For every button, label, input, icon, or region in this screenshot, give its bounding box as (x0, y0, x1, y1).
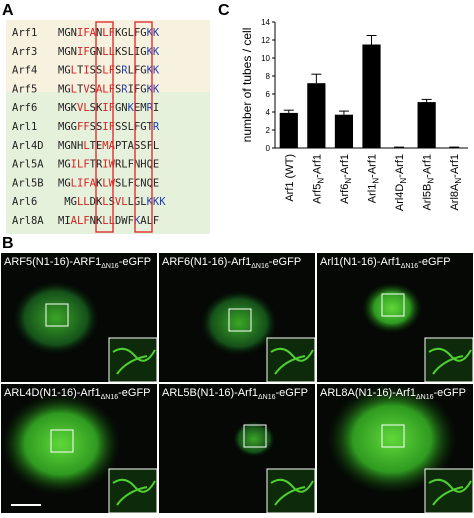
bar (307, 83, 325, 148)
x-tick-label-part: -Arf1 (367, 154, 379, 178)
x-tick-label-part: Arf5 (311, 184, 323, 204)
sequence: MGNIFANLFKGLFGKK (58, 27, 160, 39)
micrograph: Arl1(N1-16)-Arf1ΔN16-eGFP (317, 253, 473, 382)
image-label-part: Arl1(N1-16)-Arf1 (320, 256, 401, 268)
x-tick-label: Arl8AN-Arf1 (449, 154, 463, 211)
bar-chart: 0 2 4 6 8 10 12 14 number of tubes / cell Arf1 (W… (240, 18, 468, 211)
sequence: MGILFTRIWRLFNHQE (58, 159, 159, 171)
image-label-part: ΔN16 (101, 263, 119, 270)
cell (362, 283, 422, 334)
sequence: MGLTVSALFSRIFGKK (58, 83, 160, 95)
protein-name: Arl6 (12, 196, 37, 208)
image-label: ARF5(N1-16)-ARF1ΔN16-eGFP (4, 256, 151, 270)
y-tick-label: 12 (261, 36, 270, 45)
sequence: MGLIFAKLWSLFCNQE (58, 177, 159, 189)
sequence: MGKVLSKIFGNKEMRI (58, 102, 159, 114)
image-label-part: -eGFP (269, 256, 301, 268)
y-tick-label: 6 (266, 90, 271, 99)
x-tick-label: Arf6N-Arf1 (339, 154, 353, 204)
image-label-part: -eGFP (119, 256, 151, 268)
image-label: ARF6(N1-16)-Arf1ΔN16-eGFP (162, 256, 301, 270)
cell (11, 280, 101, 357)
x-tick-label-part: Arl1 (367, 184, 379, 204)
x-tick-label: Arf5N-Arf1 (311, 154, 325, 204)
bar (280, 113, 298, 148)
protein-name: Arl8A (12, 215, 44, 227)
image-label-part: ARL8A(N1-16)-Arf1 (320, 387, 416, 399)
x-tick-label-part: Arl8A (449, 183, 461, 211)
image-label-part: ΔN16 (251, 263, 269, 270)
y-axis-label: number of tubes / cell (240, 28, 254, 143)
protein-name: Arf6 (12, 102, 37, 114)
image-label-part: -eGFP (418, 256, 450, 268)
x-tick-label-part: Arf6 (339, 184, 351, 204)
x-tick-label-part: Arf1 (WT) (284, 154, 296, 202)
micrograph: ARL4D(N1-16)-Arf1ΔN16-eGFP (1, 384, 157, 513)
image-label-part: -eGFP (276, 387, 308, 399)
panel-label: C (218, 2, 230, 19)
image-label-part: ΔN16 (101, 394, 119, 401)
micrograph: ARF6(N1-16)-Arf1ΔN16-eGFP (159, 253, 315, 382)
image-label: ARL5B(N1-16)-Arf1ΔN16-eGFP (162, 387, 308, 401)
protein-name: Arl1 (12, 121, 37, 133)
sequence: MGLTISSLFSRLFGKK (58, 65, 160, 77)
y-tick-label: 2 (266, 126, 271, 135)
micrograph: ARL8A(N1-16)-Arf1ΔN16-eGFP (317, 384, 473, 513)
x-tick-label-part: -Arf1 (422, 154, 434, 178)
sequence: MIALFNKLLDWFKALF (58, 215, 159, 227)
image-label-part: -eGFP (434, 387, 466, 399)
image-label: Arl1(N1-16)-Arf1ΔN16-eGFP (320, 256, 451, 270)
y-tick-label: 0 (266, 144, 271, 153)
x-tick-label-part: -Arf1 (449, 154, 461, 178)
x-tick-label-part: -Arf1 (394, 154, 406, 178)
bar (335, 115, 353, 148)
y-tick-label: 10 (261, 54, 270, 63)
x-tick-label: Arl1N-Arf1 (367, 154, 381, 203)
protein-name: Arf3 (12, 46, 37, 58)
protein-name: Arl5B (12, 177, 44, 189)
x-tick-label-part: -Arf1 (311, 154, 323, 178)
sequence: MGNIFGNLLKSLIGKK (58, 46, 160, 58)
bar (362, 45, 380, 149)
image-label-part: ΔN16 (258, 394, 276, 401)
x-tick-label: Arf1 (WT) (284, 154, 296, 202)
x-tick-label-part: -Arf1 (339, 154, 351, 178)
image-label: ARL8A(N1-16)-Arf1ΔN16-eGFP (320, 387, 466, 401)
x-tick-label-part: Arl5B (422, 184, 434, 211)
sequence: MGNHLTEMAPTASSFL (58, 140, 159, 152)
image-label-part: ΔN16 (401, 263, 419, 270)
image-label-part: ΔN16 (416, 394, 434, 401)
sequence: MGGFFSSIFSSLFGTR (58, 121, 160, 133)
image-label-part: ARF5(N1-16)-ARF1 (4, 256, 101, 268)
x-tick-label: Arl4DN-Arf1 (394, 154, 408, 211)
panel-label: A (2, 2, 14, 19)
bar (418, 102, 436, 148)
y-tick-label: 8 (266, 72, 271, 81)
image-label-part: ARL4D(N1-16)-Arf1 (4, 387, 101, 399)
panel-label: B (2, 235, 14, 252)
protein-name: Arf4 (12, 65, 37, 77)
protein-name: Arf5 (12, 83, 37, 95)
protein-name: Arl5A (12, 159, 44, 171)
sequence: MGLLDKLSVLLGLKKK (64, 196, 166, 208)
y-tick-label: 14 (261, 18, 270, 27)
micrograph: ARL5B(N1-16)-Arf1ΔN16-eGFP (159, 384, 315, 513)
alignment: Arf1 MGNIFANLFKGLFGKK Arf3 MGNIFGNLLKSLIGKK… (12, 27, 166, 227)
image-label-part: -eGFP (118, 387, 150, 399)
cell (1, 393, 121, 495)
cell (232, 420, 276, 457)
image-label-part: ARF6(N1-16)-Arf1 (162, 256, 251, 268)
image-label: ARL4D(N1-16)-Arf1ΔN16-eGFP (4, 387, 151, 401)
y-tick-label: 4 (266, 108, 271, 117)
x-tick-label-part: Arl4D (394, 184, 406, 212)
protein-name: Arl4D (12, 140, 44, 152)
image-label-part: ARL5B(N1-16)-Arf1 (162, 387, 258, 399)
protein-name: Arf1 (12, 27, 37, 39)
x-tick-label: Arl5BN-Arf1 (422, 154, 436, 211)
micrograph: ARF5(N1-16)-ARF1ΔN16-eGFP (1, 253, 157, 382)
